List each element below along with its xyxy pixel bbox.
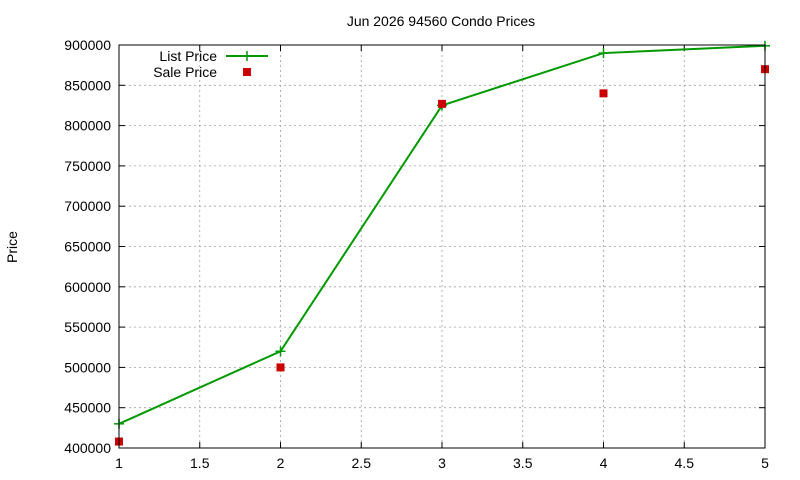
x-tick-label: 2 (277, 455, 285, 471)
legend-label: Sale Price (153, 64, 217, 80)
list-price-point (598, 48, 609, 59)
y-tick-label: 650000 (64, 239, 111, 255)
x-tick-label: 3 (438, 455, 446, 471)
x-tick-label: 5 (761, 455, 769, 471)
legend-label: List Price (159, 48, 217, 64)
y-tick-label: 550000 (64, 319, 111, 335)
y-tick-label: 400000 (64, 440, 111, 456)
y-axis-label: Price (4, 231, 20, 263)
x-tick-label: 4 (600, 455, 608, 471)
x-tick-label: 1 (115, 455, 123, 471)
legend-marker (243, 68, 251, 76)
y-tick-label: 800000 (64, 118, 111, 134)
y-tick-label: 600000 (64, 279, 111, 295)
y-tick-label: 850000 (64, 77, 111, 93)
plot-frame (118, 44, 766, 449)
x-tick-label: 2.5 (352, 455, 372, 471)
y-axis-ticks: 400000 450000 500000 550000 600000 650000 7000… (64, 37, 765, 456)
legend-sample (226, 51, 268, 61)
x-tick-label: 4.5 (675, 455, 695, 471)
y-tick-label: 700000 (64, 198, 111, 214)
chart-title: Jun 2026 94560 Condo Prices (347, 13, 535, 29)
series-layer (114, 40, 770, 446)
y-tick-label: 900000 (64, 37, 111, 53)
x-axis-ticks: 1 1.5 2 2.5 3 3.5 4 4.5 5 (115, 45, 769, 471)
x-tick-label: 3.5 (513, 455, 533, 471)
y-tick-label: 750000 (64, 158, 111, 174)
y-tick-label: 450000 (64, 400, 111, 416)
sale-price-point (276, 363, 285, 372)
list-price-point (275, 346, 286, 357)
sale-price-point (438, 99, 446, 108)
legend-sample (243, 68, 251, 76)
x-tick-label: 1.5 (190, 455, 210, 471)
y-tick-label: 500000 (64, 359, 111, 375)
sale-price-point (599, 89, 608, 98)
legend-marker (242, 51, 252, 61)
